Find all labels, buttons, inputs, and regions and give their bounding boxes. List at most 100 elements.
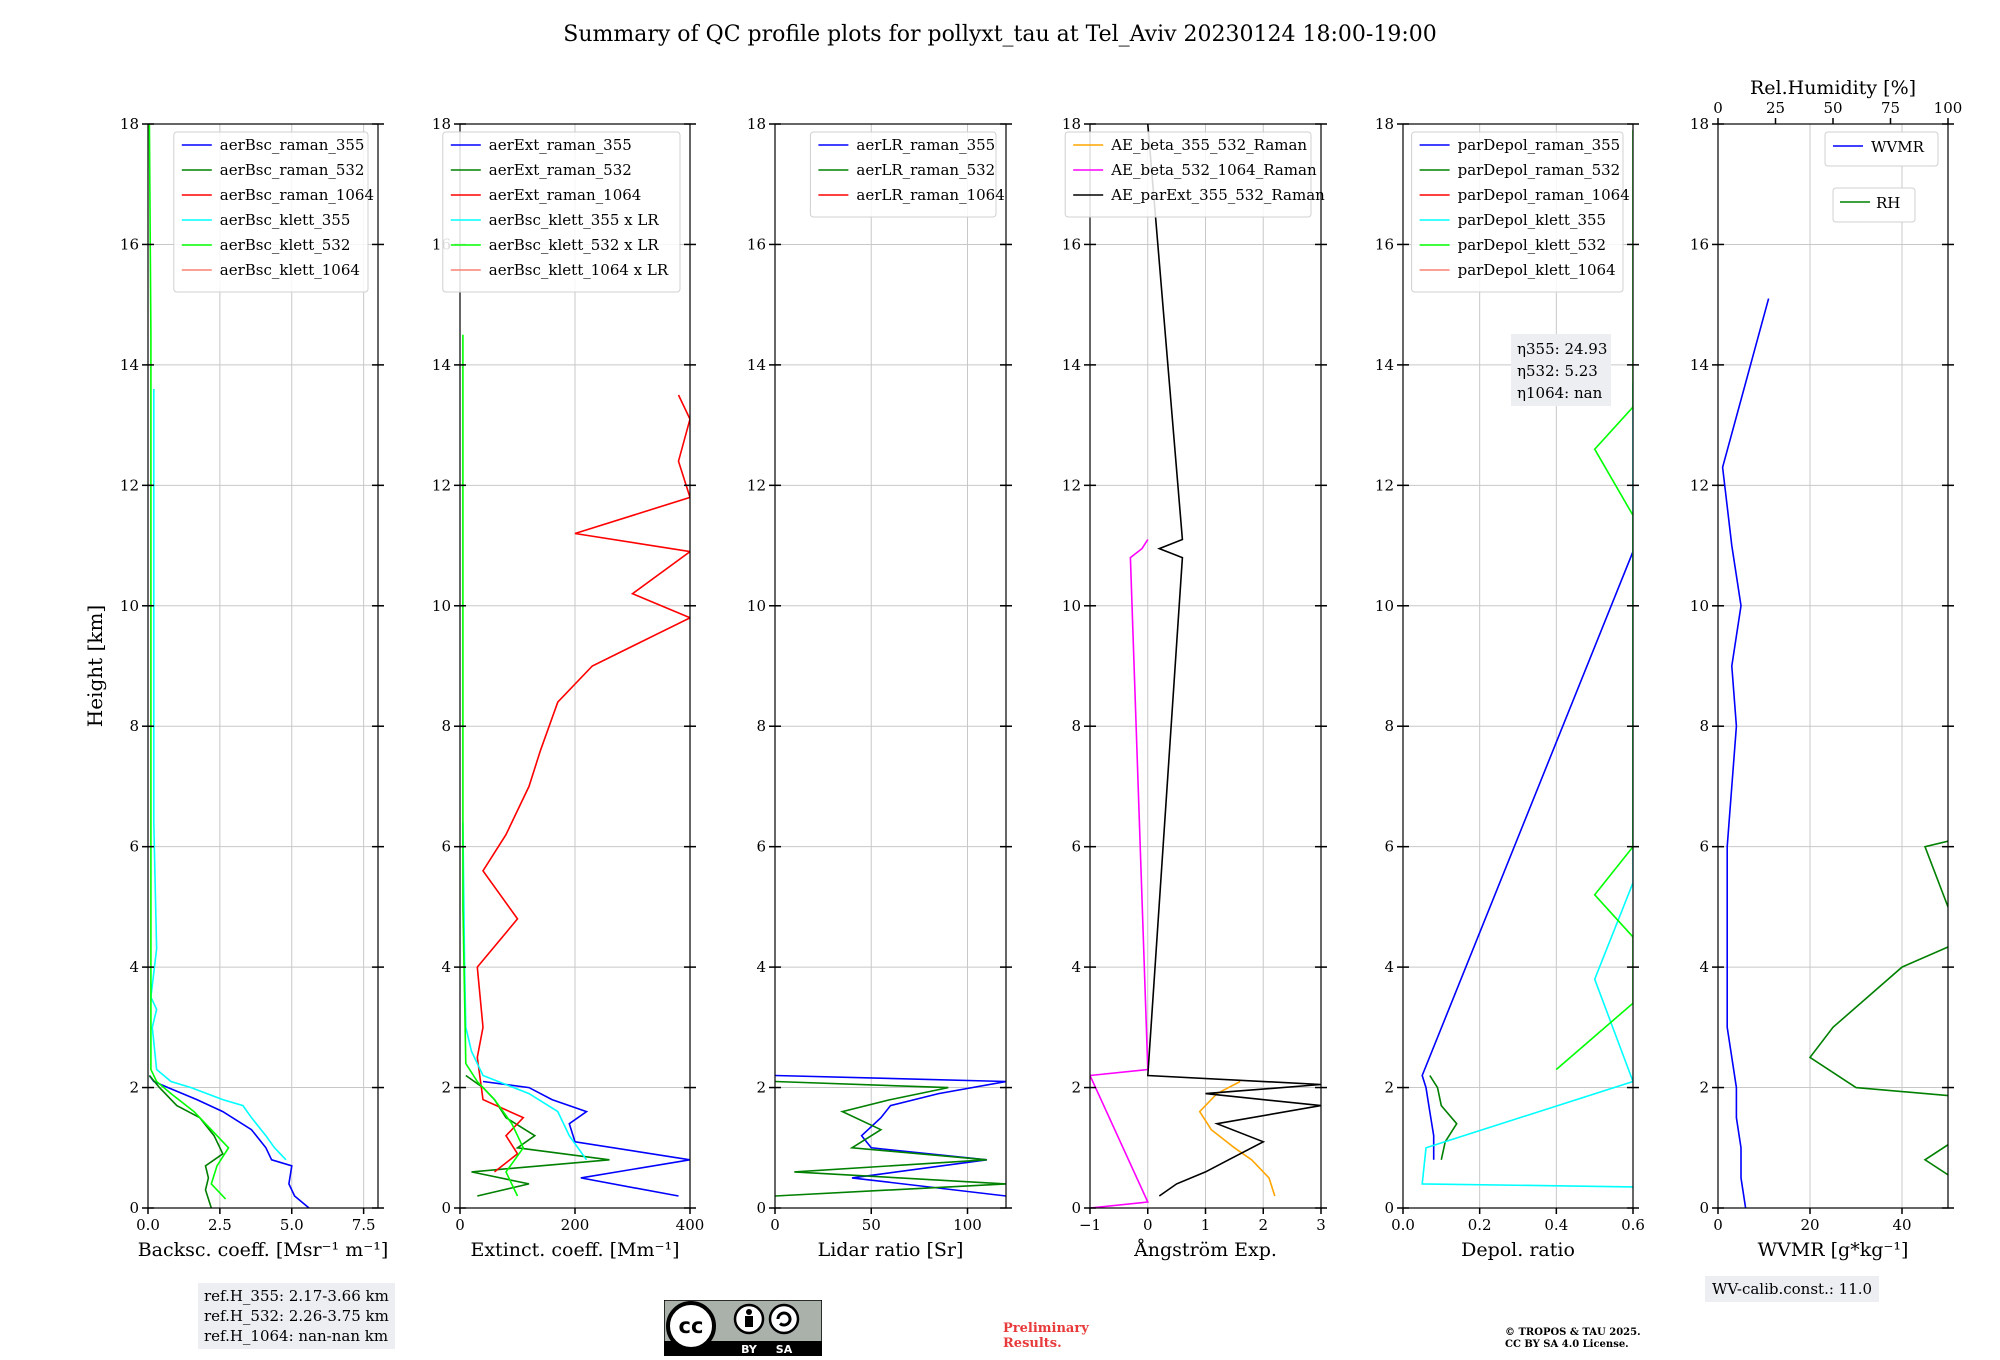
plot-frame [774, 123, 1007, 1209]
legend-entry: AE_beta_532_1064_Raman [1110, 161, 1317, 179]
y-tick-label: 4 [441, 958, 451, 976]
y-tick-label: 12 [747, 476, 766, 494]
cc-license-badge: cc BY SA [664, 1300, 822, 1356]
y-tick-label: 2 [1071, 1079, 1081, 1097]
y-tick-label: 18 [1375, 115, 1394, 133]
x-tick-label: 0 [1713, 1216, 1723, 1234]
panel-3: 0 2 4 6 8 10 12 14 16 18 0 50 100 Lidar ratio [Sr] aer… [747, 115, 1012, 1261]
x-axis-label: Ångström Exp. [1133, 1239, 1277, 1261]
series-line-aerBsc_raman_355 [148, 1075, 310, 1208]
y-tick-label: 6 [1384, 838, 1394, 856]
series-line-aerBsc_klett_532 [148, 124, 230, 1200]
y-tick-label: 16 [747, 235, 766, 253]
x-tick-label: 0.4 [1544, 1216, 1568, 1234]
y-tick-label: 10 [1375, 597, 1394, 615]
x-tick-label: 7.5 [352, 1216, 376, 1234]
series-line-aerExt_raman_1064 [476, 394, 690, 1173]
plot-frame [1717, 123, 1949, 1209]
x-tick-label: 40 [1892, 1216, 1911, 1234]
legend-box-rh [1832, 187, 1916, 223]
x-tick-label: 1 [1201, 1216, 1211, 1234]
legend-entry: RH [1876, 194, 1900, 212]
legend-entry: aerBsc_klett_355 x LR [489, 211, 660, 229]
y-tick-label: 14 [120, 356, 139, 374]
legend-entry: parDepol_klett_355 [1458, 211, 1607, 229]
legend-entry: parDepol_klett_532 [1458, 236, 1607, 254]
x-tick-label: 5.0 [280, 1216, 304, 1234]
plot-frame [147, 123, 379, 1209]
panel-5: 0 2 4 6 8 10 12 14 16 18 0.0 0.2 0.4 0.6 Depol. ratio p… [1375, 115, 1645, 1261]
y-tick-label: 16 [1375, 235, 1394, 253]
series-line-parDepol_klett_355 [1421, 383, 1633, 1188]
annotation-line: η355: 24.93 [1517, 340, 1607, 358]
annotation-line: η1064: nan [1517, 384, 1603, 402]
wv-calibration-box: WV-calib.const.: 11.0 [1705, 1276, 1880, 1302]
y-tick-label: 14 [1375, 356, 1394, 374]
series-line-aerBsc_raman_532 [148, 1074, 224, 1208]
legend-entry: aerBsc_raman_1064 [220, 186, 374, 204]
legend-entry: aerBsc_klett_532 [220, 236, 351, 254]
plot-frame [1402, 123, 1634, 1209]
series-line-aerBsc_klett_355 [150, 389, 287, 1161]
y-tick-label: 4 [1699, 958, 1709, 976]
figure-title: Summary of QC profile plots for pollyxt_… [563, 22, 1437, 47]
y-tick-label: 18 [1062, 115, 1081, 133]
y-tick-label: 14 [1690, 356, 1709, 374]
x-tick-label: 0.2 [1468, 1216, 1492, 1234]
preliminary-line-1: Preliminary [1003, 1321, 1089, 1336]
annotation-line: η532: 5.23 [1517, 362, 1598, 380]
y-tick-label: 12 [1062, 476, 1081, 494]
x-axis-label: WVMR [g*kg⁻¹] [1758, 1239, 1909, 1261]
y-tick-label: 8 [441, 717, 451, 735]
legend-entry: aerBsc_klett_1064 x LR [489, 261, 669, 279]
x-axis-label: Extinct. coeff. [Mm⁻¹] [470, 1239, 679, 1261]
series-line-AE_beta_355_532_Raman [1198, 1080, 1276, 1197]
y-tick-label: 10 [1062, 597, 1081, 615]
y-tick-label: 14 [432, 356, 451, 374]
x-tick-label: 0.0 [1391, 1216, 1415, 1234]
y-tick-label: 0 [1071, 1199, 1081, 1217]
y-tick-label: 12 [432, 476, 451, 494]
x2-tick-label: 0 [1713, 99, 1723, 117]
x-tick-label: 0 [455, 1216, 465, 1234]
legend-entry: aerExt_raman_532 [489, 161, 632, 179]
x-tick-label: 3 [1316, 1216, 1326, 1234]
legend-entry: aerBsc_klett_1064 [220, 261, 360, 279]
x2-tick-label: 50 [1823, 99, 1842, 117]
legend-entry: parDepol_klett_1064 [1458, 261, 1616, 279]
copyright-line-1: © TROPOS & TAU 2025. [1505, 1327, 1641, 1338]
y-tick-label: 6 [1699, 838, 1709, 856]
x-axis-label: Lidar ratio [Sr] [818, 1239, 964, 1261]
y-tick-label: 14 [747, 356, 766, 374]
y-tick-label: 2 [756, 1079, 766, 1097]
y-tick-label: 12 [120, 476, 139, 494]
y-tick-label: 8 [129, 717, 139, 735]
y-tick-label: 6 [129, 838, 139, 856]
legend-entry: aerBsc_klett_355 [220, 211, 351, 229]
x-tick-label: 100 [953, 1216, 982, 1234]
y-tick-label: 0 [129, 1199, 139, 1217]
by-text: BY [741, 1343, 758, 1356]
x-tick-label: 200 [561, 1216, 590, 1234]
preliminary-line-2: Results. [1003, 1336, 1062, 1351]
y-tick-label: 8 [1699, 717, 1709, 735]
y-tick-label: 6 [441, 838, 451, 856]
y-tick-label: 2 [129, 1079, 139, 1097]
y-tick-label: 16 [1690, 235, 1709, 253]
legend-box [1411, 131, 1624, 293]
legend-entry: AE_parExt_355_532_Raman [1110, 186, 1325, 204]
legend-box [173, 131, 369, 293]
legend-entry: aerLR_raman_532 [856, 161, 995, 179]
legend-entry: WVMR [1871, 138, 1925, 156]
series-line-aerBsc_klett_532 x LR [462, 334, 525, 1197]
x2-tick-label: 100 [1934, 99, 1963, 117]
x-axis-label: Depol. ratio [1461, 1239, 1575, 1261]
x-axis-label: Backsc. coeff. [Msr⁻¹ m⁻¹] [138, 1239, 389, 1261]
series-line-aerExt_raman_532 [465, 1074, 610, 1197]
reference-height-box: ref.H_355: 2.17-3.66 km ref.H_532: 2.26-… [198, 1283, 395, 1349]
legend-box [809, 131, 997, 218]
y-tick-label: 0 [1699, 1199, 1709, 1217]
